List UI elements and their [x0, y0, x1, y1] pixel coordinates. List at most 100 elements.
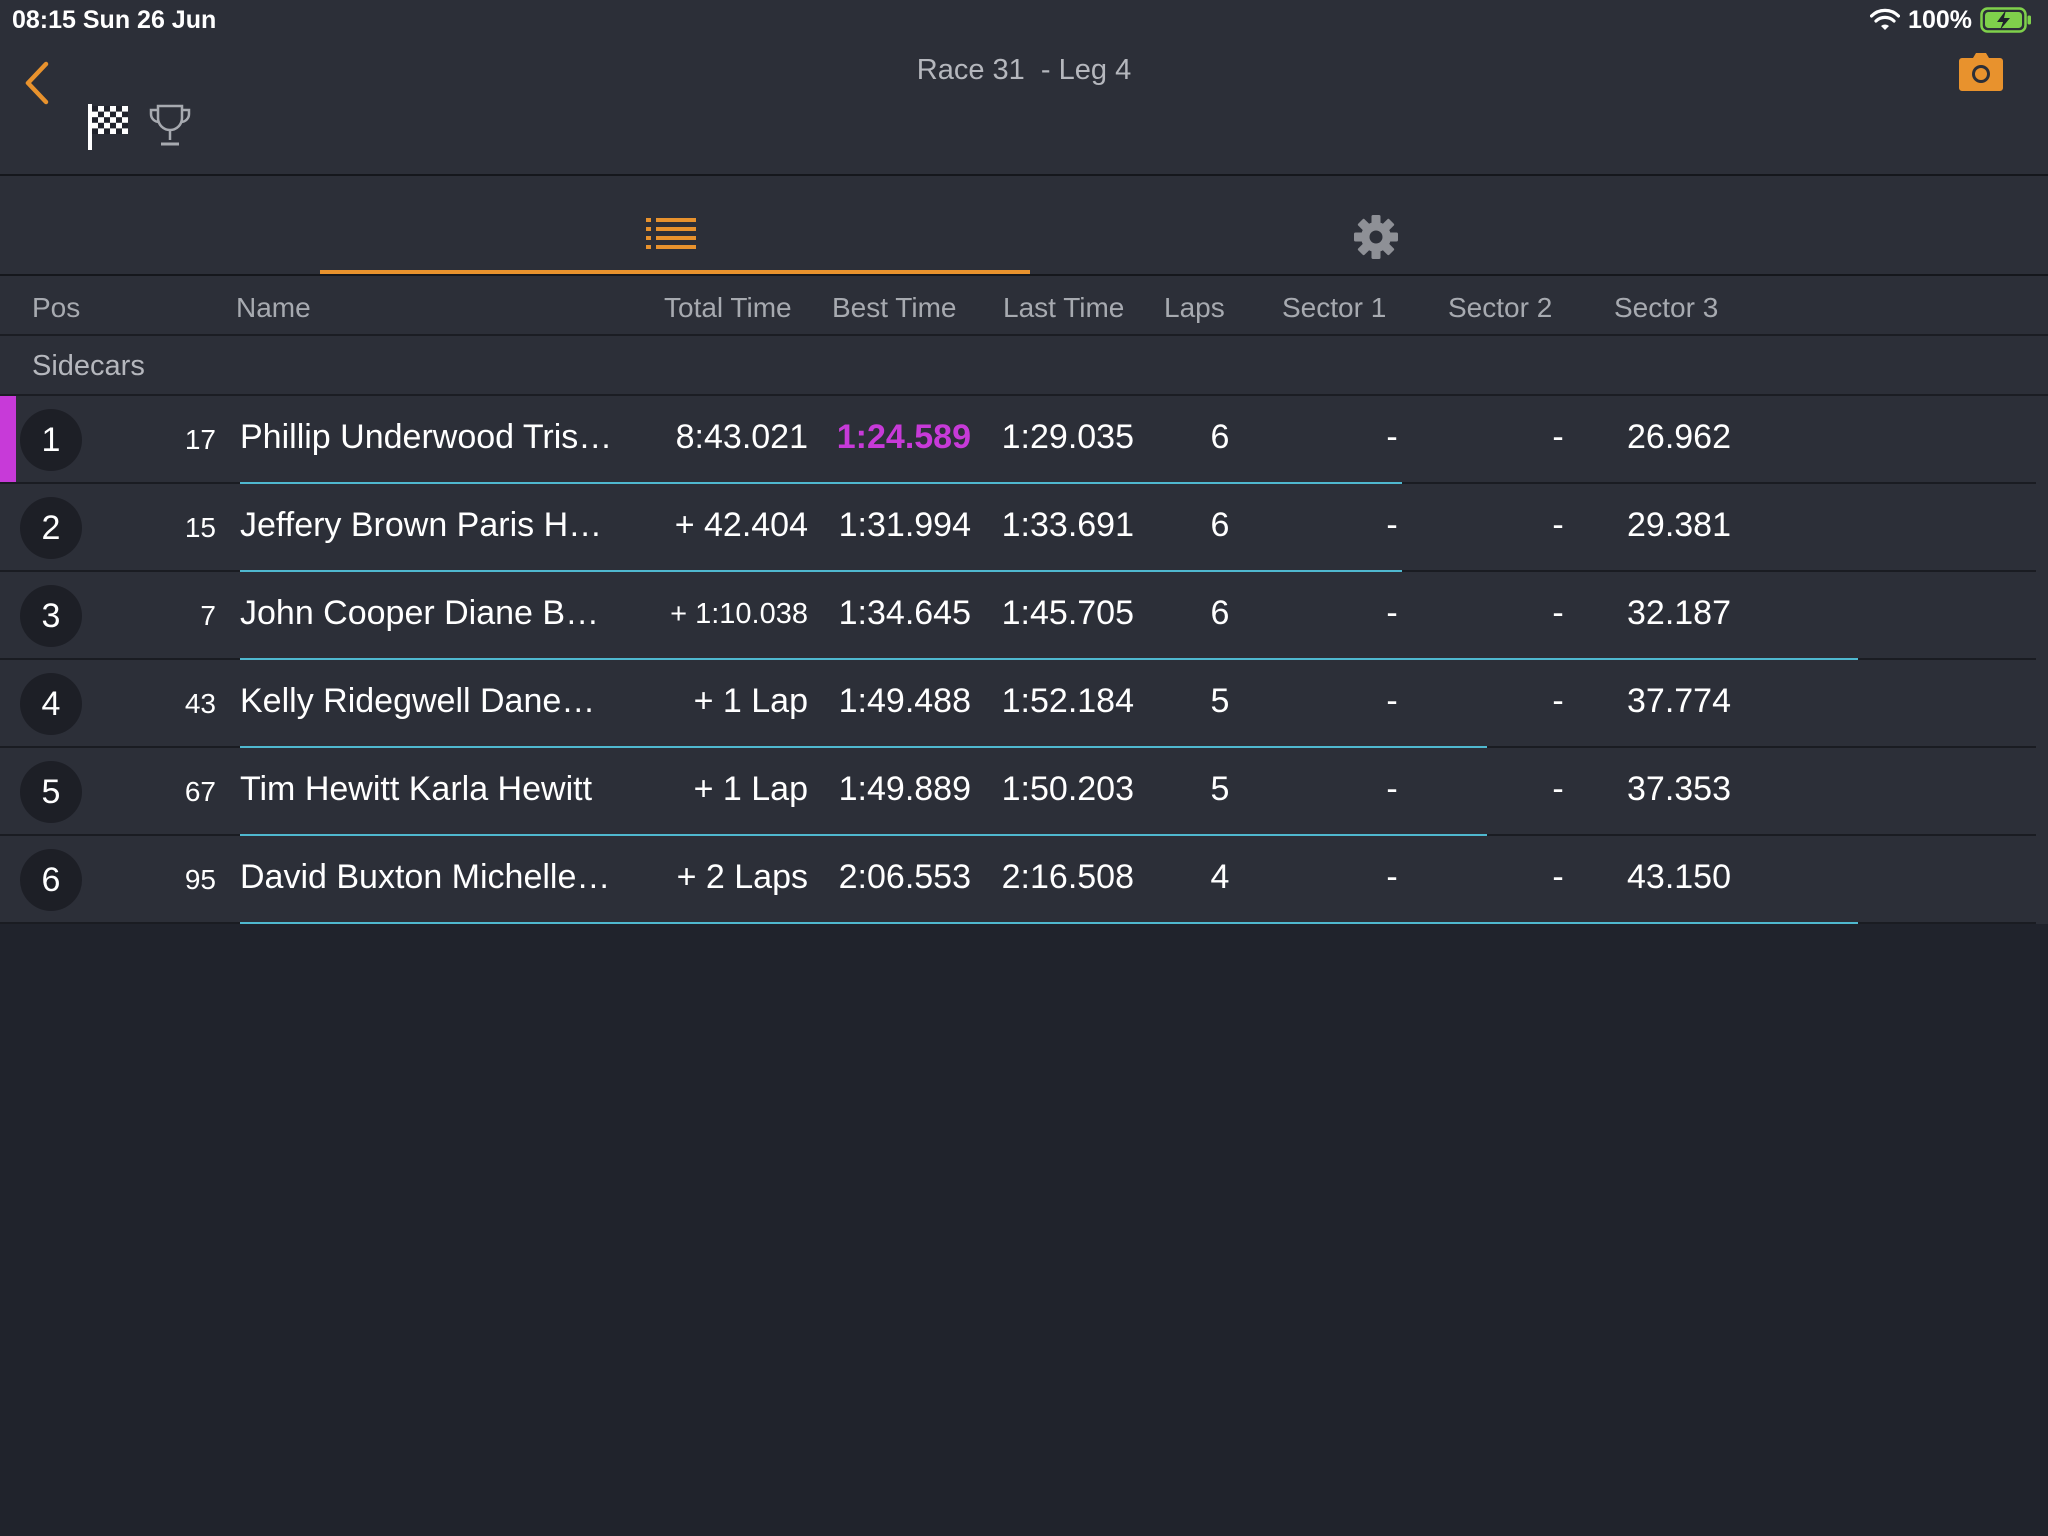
laps: 6	[1210, 418, 1230, 456]
class-group-header: Sidecars	[0, 336, 2048, 396]
best-time: 2:06.553	[838, 858, 971, 896]
table-row[interactable]: 5 67 Tim Hewitt Karla Hewitt + 1 Lap 1:4…	[0, 748, 2048, 836]
column-header-sector-2[interactable]: Sector 2	[1448, 292, 1553, 323]
best-time: 1:31.994	[838, 506, 971, 544]
last-time: 1:33.691	[1001, 506, 1134, 544]
column-header-pos[interactable]: Pos	[32, 292, 81, 323]
sector-3: 37.774	[1627, 682, 1731, 720]
competitor-name: David Buxton Michelle…	[240, 858, 611, 896]
competitor-number: 43	[184, 688, 216, 719]
sector-1: -	[1386, 418, 1398, 456]
tab-settings[interactable]	[1030, 176, 1720, 274]
laps: 6	[1210, 506, 1230, 544]
status-indicators: 100%	[1870, 4, 2032, 36]
column-header-best-time[interactable]: Best Time	[832, 292, 957, 323]
column-header-sector-3[interactable]: Sector 3	[1614, 292, 1719, 323]
competitor-name: Jeffery Brown Paris H…	[240, 506, 603, 544]
tab-results-list[interactable]	[320, 176, 1030, 274]
table-row[interactable]: 4 43 Kelly Ridegwell Dane… + 1 Lap 1:49.…	[0, 660, 2048, 748]
laps: 5	[1210, 770, 1230, 808]
view-tab-bar	[0, 176, 2048, 276]
wifi-icon	[1870, 8, 1901, 30]
selected-tab-indicator	[320, 270, 1030, 274]
lap-progress-line	[240, 482, 1402, 484]
trophy-icon[interactable]	[148, 102, 192, 148]
sector-3: 43.150	[1627, 858, 1731, 896]
last-time: 2:16.508	[1001, 858, 1134, 896]
sector-1: -	[1386, 858, 1398, 896]
lap-progress-line	[240, 570, 1402, 572]
battery-charging-icon	[1980, 7, 2031, 33]
position-badge: 2	[20, 497, 82, 559]
column-header-total-time[interactable]: Total Time	[664, 292, 792, 323]
camera-button[interactable]	[1958, 52, 2004, 92]
position-badge: 1	[20, 409, 82, 471]
competitor-number: 7	[200, 600, 216, 631]
total-time: 8:43.021	[675, 418, 808, 456]
last-time: 1:52.184	[1001, 682, 1134, 720]
status-time: 08:15 Sun 26 Jun	[12, 6, 217, 34]
column-header-last-time[interactable]: Last Time	[1003, 292, 1125, 323]
table-row[interactable]: 6 95 David Buxton Michelle… + 2 Laps 2:0…	[0, 836, 2048, 924]
total-time: + 1:10.038	[670, 598, 808, 630]
table-row[interactable]: 1 17 Phillip Underwood Tris… 8:43.021 1:…	[0, 396, 2048, 484]
sector-3: 26.962	[1627, 418, 1731, 456]
total-time: + 1 Lap	[693, 682, 808, 720]
laps: 5	[1210, 682, 1230, 720]
fastest-lap-indicator	[0, 396, 16, 484]
sector-2: -	[1552, 858, 1564, 896]
lap-progress-line	[240, 922, 1858, 924]
status-bar: 08:15 Sun 26 Jun 100%	[0, 0, 2048, 40]
position-badge: 3	[20, 585, 82, 647]
chevron-left-icon	[25, 61, 49, 105]
sector-1: -	[1386, 506, 1398, 544]
class-group-label: Sidecars	[32, 350, 145, 382]
column-header-sector-1[interactable]: Sector 1	[1282, 292, 1387, 323]
sector-1: -	[1386, 682, 1398, 720]
lap-progress-line	[240, 746, 1487, 748]
sector-3: 32.187	[1627, 594, 1731, 632]
best-time: 1:49.889	[838, 770, 971, 808]
list-icon	[646, 218, 696, 249]
position-badge: 6	[20, 849, 82, 911]
sector-3: 37.353	[1627, 770, 1731, 808]
lap-progress-line	[240, 834, 1487, 836]
best-time: 1:24.589	[836, 418, 971, 456]
competitor-number: 67	[184, 776, 216, 807]
total-time: + 1 Lap	[693, 770, 808, 808]
competitor-number: 15	[184, 512, 216, 543]
last-time: 1:45.705	[1001, 594, 1134, 632]
sector-2: -	[1552, 418, 1564, 456]
competitor-number: 17	[184, 424, 216, 455]
best-time: 1:34.645	[838, 594, 971, 632]
camera-icon	[1959, 53, 2003, 91]
battery-percentage: 100%	[1908, 5, 1972, 34]
lap-progress-line	[240, 658, 1858, 660]
checkered-flag-icon[interactable]	[86, 102, 132, 152]
laps: 4	[1210, 858, 1230, 896]
race-header: Race 31 - Leg 4	[0, 40, 2048, 176]
position-badge: 5	[20, 761, 82, 823]
sector-2: -	[1552, 506, 1564, 544]
sector-3: 29.381	[1627, 506, 1731, 544]
sector-2: -	[1552, 770, 1564, 808]
total-time: + 42.404	[674, 506, 808, 544]
table-header: Pos Name Total Time Best Time Last Time …	[0, 276, 2048, 336]
column-header-laps[interactable]: Laps	[1164, 292, 1225, 323]
competitor-name: Kelly Ridegwell Dane…	[240, 682, 596, 720]
table-row[interactable]: 3 7 John Cooper Diane B… + 1:10.038 1:34…	[0, 572, 2048, 660]
competitor-name: John Cooper Diane B…	[240, 594, 600, 632]
sector-1: -	[1386, 594, 1398, 632]
last-time: 1:50.203	[1001, 770, 1134, 808]
gear-icon	[1354, 215, 1398, 259]
competitor-name: Tim Hewitt Karla Hewitt	[240, 770, 593, 808]
column-header-name[interactable]: Name	[236, 292, 311, 323]
back-button[interactable]	[18, 60, 58, 106]
laps: 6	[1210, 594, 1230, 632]
sector-2: -	[1552, 594, 1564, 632]
position-badge: 4	[20, 673, 82, 735]
competitor-number: 95	[184, 864, 216, 895]
table-row[interactable]: 2 15 Jeffery Brown Paris H… + 42.404 1:3…	[0, 484, 2048, 572]
sector-2: -	[1552, 682, 1564, 720]
competitor-name: Phillip Underwood Tris…	[240, 418, 613, 456]
